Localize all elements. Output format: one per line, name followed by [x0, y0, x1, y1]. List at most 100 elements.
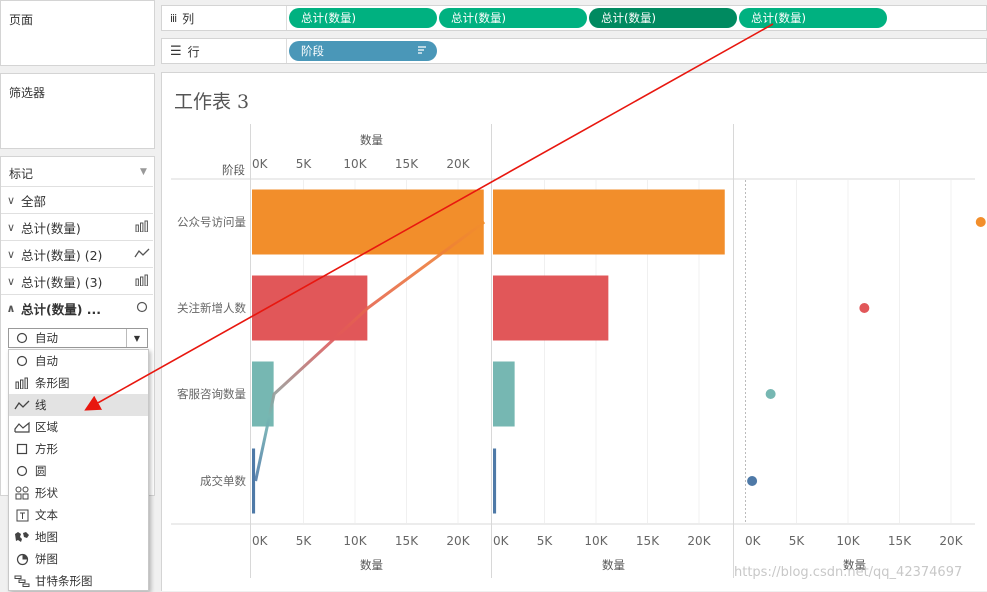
- option-text[interactable]: 文本: [9, 504, 148, 526]
- option-auto[interactable]: 自动: [9, 350, 148, 372]
- annotation-arrow: [84, 23, 774, 411]
- line-icon: [9, 399, 35, 411]
- marks-item-1[interactable]: ∨ 总计(数量): [1, 213, 153, 240]
- shelf-divider: [286, 39, 287, 63]
- mark-type-select[interactable]: 自动 ▼: [8, 328, 148, 348]
- rows-icon: ☰: [170, 43, 182, 59]
- axis-title-bottom-3: 数量: [843, 558, 866, 572]
- marks-title: 标记: [9, 167, 34, 181]
- marks-item-3[interactable]: ∨ 总计(数量) (3): [1, 267, 153, 294]
- x-tick-label: 15K: [636, 534, 660, 548]
- x-tick-label: 0K: [252, 534, 269, 548]
- pages-panel[interactable]: 页面: [0, 0, 155, 66]
- axis-title-top: 数量: [360, 133, 383, 147]
- bar-icon: [131, 274, 153, 289]
- caret-down-icon[interactable]: ▼: [133, 333, 141, 343]
- x-tick-label: 5K: [789, 534, 806, 548]
- columns-icon: iii: [170, 11, 177, 25]
- bar: [252, 189, 484, 255]
- area-icon: [9, 421, 35, 433]
- x-tick-label-top: 20K: [446, 157, 470, 171]
- bar: [493, 361, 515, 427]
- x-tick-label-top: 10K: [343, 157, 367, 171]
- bar-icon: [131, 220, 153, 235]
- option-pie[interactable]: 饼图: [9, 548, 148, 570]
- chevron-down-icon: ∨: [6, 220, 16, 234]
- circle-mark: [975, 217, 986, 227]
- x-tick-label: 20K: [939, 534, 963, 548]
- column-pill-4[interactable]: 总计(数量): [739, 8, 887, 28]
- bar: [252, 448, 256, 514]
- rows-label-area: ☰ 行: [170, 43, 200, 59]
- option-map[interactable]: 地图: [9, 526, 148, 548]
- filters-panel[interactable]: 筛选器: [0, 73, 155, 149]
- bar: [493, 448, 497, 514]
- sort-icon: [417, 44, 427, 59]
- option-area[interactable]: 区域: [9, 416, 148, 438]
- option-square[interactable]: 方形: [9, 438, 148, 460]
- watermark: https://blog.csdn.net/qq_42374697: [734, 565, 963, 580]
- bar: [493, 189, 725, 255]
- x-tick-label: 20K: [446, 534, 470, 548]
- select-divider: [126, 329, 127, 347]
- bar: [252, 275, 368, 341]
- axis-title-bottom-2: 数量: [602, 558, 625, 572]
- circle-mark: [859, 303, 870, 313]
- circle-icon: [9, 332, 35, 344]
- bar: [252, 361, 274, 427]
- option-circle[interactable]: 圆: [9, 460, 148, 482]
- row-header-label: 阶段: [222, 163, 245, 177]
- circle-mark: [765, 389, 776, 399]
- row-label: 关注新增人数: [177, 301, 246, 315]
- square-icon: [9, 443, 35, 455]
- text-icon: [9, 509, 35, 522]
- chevron-down-icon: ∨: [6, 247, 16, 261]
- column-pill-2[interactable]: 总计(数量): [439, 8, 587, 28]
- x-tick-label: 10K: [584, 534, 608, 548]
- rows-shelf[interactable]: ☰ 行 阶段: [161, 38, 987, 64]
- chevron-up-icon: ∧: [6, 301, 16, 315]
- option-shape[interactable]: 形状: [9, 482, 148, 504]
- x-tick-label: 0K: [493, 534, 510, 548]
- x-tick-label-top: 5K: [296, 157, 313, 171]
- shapes-icon: [9, 486, 35, 500]
- axis-title-bottom-1: 数量: [360, 558, 383, 572]
- x-tick-label: 10K: [343, 534, 367, 548]
- columns-label-area: iii 列: [170, 11, 195, 26]
- option-line[interactable]: 线: [9, 394, 148, 416]
- row-label: 公众号访问量: [177, 215, 246, 229]
- mark-type-dropdown: 自动 条形图 线 区域 方形 圆 形状 文本 地图 饼图 甘特条形图: [8, 349, 149, 591]
- circle-icon: [9, 355, 35, 367]
- columns-shelf[interactable]: iii 列 总计(数量) 总计(数量) 总计(数量) 总计(数量): [161, 5, 987, 31]
- column-pill-3[interactable]: 总计(数量): [589, 8, 737, 28]
- x-tick-label: 5K: [296, 534, 313, 548]
- circle-mark: [747, 476, 758, 486]
- mark-type-value: 自动: [35, 331, 58, 345]
- map-icon: [9, 531, 35, 543]
- marks-menu-icon[interactable]: ▼: [140, 167, 147, 177]
- column-pill-1[interactable]: 总计(数量): [289, 8, 437, 28]
- x-tick-label: 15K: [395, 534, 419, 548]
- x-tick-label-top: 15K: [395, 157, 419, 171]
- circle-icon: [9, 465, 35, 477]
- chevron-down-icon: ∨: [6, 193, 16, 207]
- pie-icon: [9, 553, 35, 566]
- option-gantt[interactable]: 甘特条形图: [9, 570, 148, 592]
- x-tick-label: 20K: [687, 534, 711, 548]
- x-tick-label: 10K: [836, 534, 860, 548]
- marks-item-2[interactable]: ∨ 总计(数量) (2): [1, 240, 153, 267]
- circle-icon: [131, 301, 153, 316]
- x-tick-label: 15K: [888, 534, 912, 548]
- bar-icon: [9, 377, 35, 389]
- x-tick-label: 0K: [745, 534, 762, 548]
- option-bar[interactable]: 条形图: [9, 372, 148, 394]
- marks-item-4[interactable]: ∧ 总计(数量) ...: [1, 294, 153, 321]
- row-pill-stage[interactable]: 阶段: [289, 41, 437, 61]
- pages-title: 页面: [9, 13, 34, 27]
- row-label: 成交单数: [200, 474, 246, 488]
- marks-all[interactable]: ∨ 全部: [1, 186, 153, 213]
- line-mark: [254, 220, 486, 482]
- chevron-down-icon: ∨: [6, 274, 16, 288]
- gantt-icon: [9, 575, 35, 587]
